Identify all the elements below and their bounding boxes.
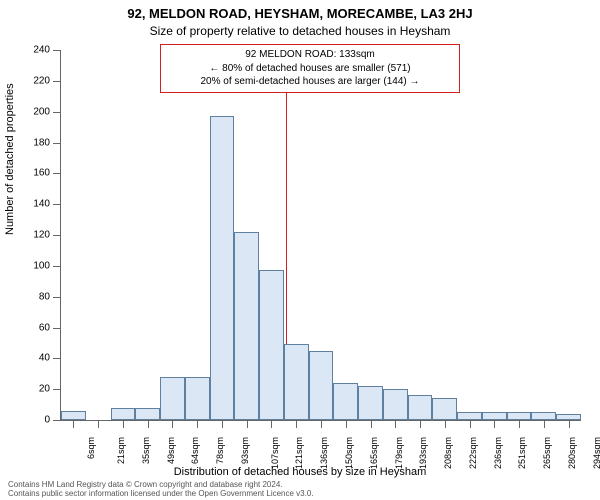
x-tick	[544, 421, 545, 428]
x-tick-label: 21sqm	[116, 437, 126, 464]
histogram-bar	[482, 412, 507, 420]
y-tick-label: 0	[10, 415, 50, 426]
y-tick	[53, 50, 60, 51]
histogram-bar	[556, 414, 581, 420]
y-tick	[53, 420, 60, 421]
y-tick	[53, 358, 60, 359]
y-tick-label: 120	[10, 230, 50, 241]
x-tick	[222, 421, 223, 428]
histogram-bar	[284, 344, 309, 420]
x-tick-label: 64sqm	[190, 437, 200, 464]
x-tick	[470, 421, 471, 428]
footer-line1: Contains HM Land Registry data © Crown c…	[8, 480, 314, 489]
x-tick-label: 6sqm	[86, 437, 96, 459]
y-tick	[53, 112, 60, 113]
y-tick	[53, 81, 60, 82]
x-tick-label: 222sqm	[468, 437, 478, 469]
x-tick	[371, 421, 372, 428]
histogram-bar	[160, 377, 185, 420]
histogram-bar	[185, 377, 210, 420]
chart-title: 92, MELDON ROAD, HEYSHAM, MORECAMBE, LA3…	[0, 6, 600, 21]
x-tick-label: 107sqm	[270, 437, 280, 469]
x-tick-label: 93sqm	[240, 437, 250, 464]
y-tick-label: 80	[10, 291, 50, 302]
x-tick-label: 280sqm	[567, 437, 577, 469]
x-tick	[271, 421, 272, 428]
histogram-bar	[358, 386, 383, 420]
x-tick-label: 193sqm	[418, 437, 428, 469]
x-tick-label: 236sqm	[493, 437, 503, 469]
x-tick	[247, 421, 248, 428]
x-tick-label: 208sqm	[443, 437, 453, 469]
x-tick	[494, 421, 495, 428]
x-tick-label: 179sqm	[394, 437, 404, 469]
x-tick	[98, 421, 99, 428]
y-tick	[53, 328, 60, 329]
annotation-line2: ← 80% of detached houses are smaller (57…	[167, 62, 453, 76]
y-tick-label: 220	[10, 75, 50, 86]
x-tick	[123, 421, 124, 428]
histogram-bar	[309, 351, 334, 420]
histogram-bar	[383, 389, 408, 420]
y-tick-label: 20	[10, 384, 50, 395]
y-tick-label: 40	[10, 353, 50, 364]
x-tick-label: 265sqm	[542, 437, 552, 469]
histogram-bar	[135, 408, 160, 420]
histogram-bar	[408, 395, 433, 420]
annotation-line1: 92 MELDON ROAD: 133sqm	[167, 48, 453, 62]
x-tick	[346, 421, 347, 428]
y-tick-label: 180	[10, 137, 50, 148]
x-tick	[445, 421, 446, 428]
histogram-bar	[531, 412, 556, 420]
y-tick-label: 60	[10, 322, 50, 333]
chart-footer: Contains HM Land Registry data © Crown c…	[8, 480, 314, 498]
histogram-bar	[432, 398, 457, 420]
x-tick-label: 136sqm	[319, 437, 329, 469]
histogram-bar	[457, 412, 482, 420]
x-tick	[519, 421, 520, 428]
chart-subtitle: Size of property relative to detached ho…	[0, 24, 600, 38]
x-tick	[420, 421, 421, 428]
x-tick	[321, 421, 322, 428]
x-tick-label: 294sqm	[592, 437, 600, 469]
histogram-bar	[507, 412, 532, 420]
x-tick-label: 35sqm	[141, 437, 151, 464]
property-size-chart: 92, MELDON ROAD, HEYSHAM, MORECAMBE, LA3…	[0, 0, 600, 500]
y-tick-label: 240	[10, 45, 50, 56]
y-tick	[53, 389, 60, 390]
x-tick	[197, 421, 198, 428]
x-tick-label: 150sqm	[344, 437, 354, 469]
x-tick	[569, 421, 570, 428]
plot-area	[60, 50, 581, 421]
footer-line2: Contains public sector information licen…	[8, 489, 314, 498]
histogram-bar	[333, 383, 358, 420]
x-tick-label: 251sqm	[517, 437, 527, 469]
y-tick	[53, 297, 60, 298]
histogram-bar	[259, 270, 284, 420]
histogram-bar	[210, 116, 235, 420]
x-tick	[73, 421, 74, 428]
x-tick	[395, 421, 396, 428]
histogram-bar	[234, 232, 259, 420]
annotation-box: 92 MELDON ROAD: 133sqm ← 80% of detached…	[160, 44, 460, 93]
x-tick-label: 49sqm	[166, 437, 176, 464]
y-tick	[53, 235, 60, 236]
y-tick	[53, 266, 60, 267]
x-tick-label: 78sqm	[215, 437, 225, 464]
x-tick-label: 165sqm	[369, 437, 379, 469]
x-tick	[172, 421, 173, 428]
y-tick	[53, 143, 60, 144]
histogram-bar	[61, 411, 86, 420]
annotation-line3: 20% of semi-detached houses are larger (…	[167, 75, 453, 89]
y-tick	[53, 204, 60, 205]
y-tick	[53, 173, 60, 174]
x-tick	[296, 421, 297, 428]
y-tick-label: 160	[10, 168, 50, 179]
y-tick-label: 140	[10, 199, 50, 210]
y-tick-label: 100	[10, 260, 50, 271]
histogram-bar	[111, 408, 136, 420]
y-tick-label: 200	[10, 106, 50, 117]
x-tick	[148, 421, 149, 428]
x-tick-label: 121sqm	[295, 437, 305, 469]
